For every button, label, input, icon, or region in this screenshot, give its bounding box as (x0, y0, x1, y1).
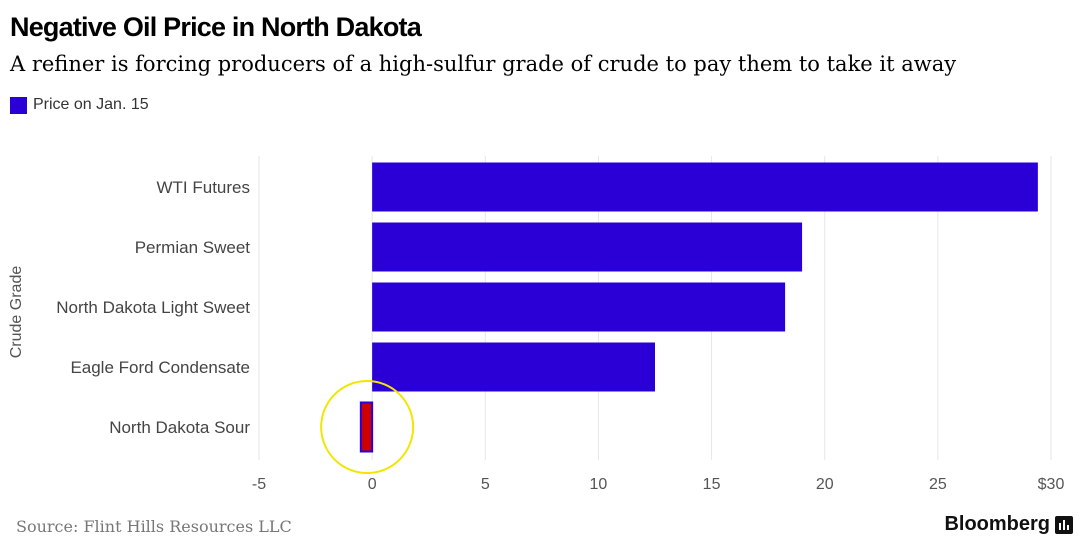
bar (359, 401, 374, 453)
category-label: Eagle Ford Condensate (70, 358, 250, 377)
x-tick-label: 20 (816, 476, 834, 493)
legend-swatch (10, 96, 27, 114)
highlight-circle (320, 380, 415, 474)
x-tick-label: 5 (481, 476, 490, 493)
x-tick-label: 10 (590, 476, 608, 493)
bar (372, 342, 655, 392)
x-tick-label: 15 (703, 476, 721, 493)
bar (372, 222, 803, 272)
category-label: North Dakota Light Sweet (56, 298, 250, 317)
bloomberg-icon (1055, 515, 1073, 534)
x-tick-label: 0 (368, 476, 377, 493)
x-tick-label: 25 (929, 476, 947, 493)
bar (372, 282, 786, 332)
brand-name: Bloomberg (944, 513, 1050, 535)
category-label: Permian Sweet (135, 238, 251, 257)
category-label: WTI Futures (156, 178, 250, 197)
chart-title: Negative Oil Price in North Dakota (10, 12, 422, 42)
source-note: Source: Flint Hills Resources LLC (16, 517, 292, 536)
bar (372, 162, 1038, 212)
legend-label: Price on Jan. 15 (33, 96, 149, 113)
y-axis-title: Crude Grade (8, 266, 25, 359)
chart-subtitle: A refiner is forcing producers of a high… (10, 52, 957, 76)
x-tick-label: $30 (1038, 476, 1065, 493)
category-label: North Dakota Sour (109, 418, 250, 437)
bloomberg-logo: Bloomberg (944, 513, 1073, 536)
x-tick-label: -5 (252, 476, 266, 493)
legend: Price on Jan. 15 (10, 96, 149, 114)
